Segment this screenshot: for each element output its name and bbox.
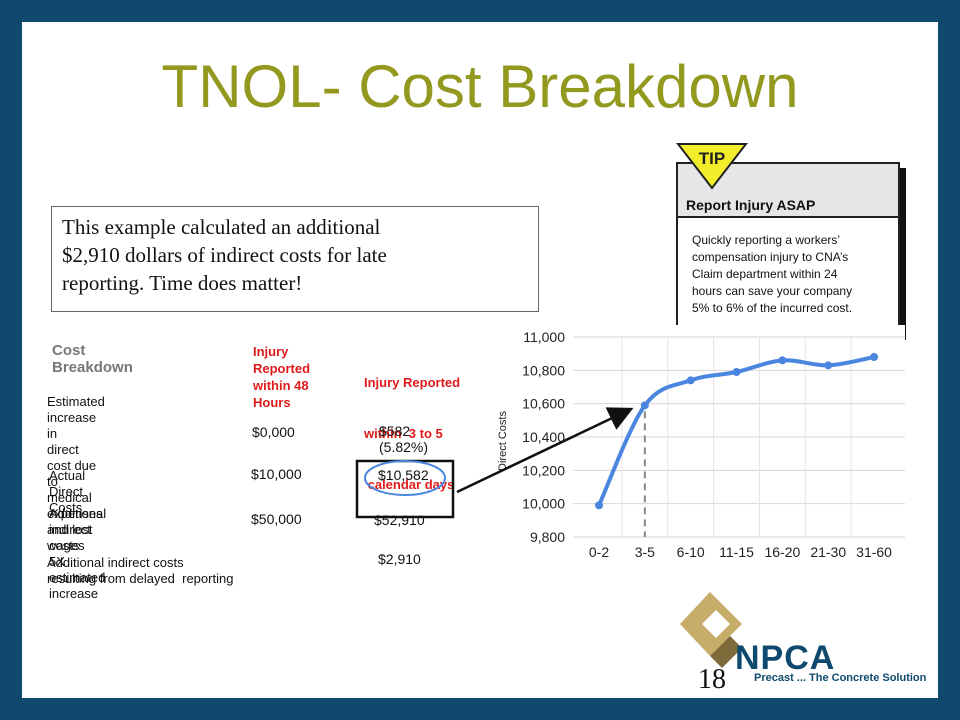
row-label: Additional indirect costs 5X estimated i… [49,506,106,602]
row-value-col2: $2,910 [378,551,421,567]
data-point [732,368,741,376]
header-line: Hours [253,395,291,410]
y-tick-label: 10,800 [522,362,565,378]
tip-body-line: 5% to 6% of the incurred cost. [692,301,853,315]
data-point [595,501,603,510]
row-value-col2: $52,910 [374,512,425,528]
callout-line: $2,910 dollars of indirect costs for lat… [62,243,387,267]
direct-costs-line-chart: 9,800 10,000 10,200 10,400 10,600 10,800 11,00… [489,325,905,570]
tip-badge-label: TIP [699,149,725,168]
row-label-line: Additional indirect costs [49,506,107,553]
npca-logo-icon [680,592,742,668]
row-label: Actual Direct Costs [49,468,85,516]
y-tick-label: 11,000 [523,329,565,345]
row-label-line: 5X estimated increase [49,554,106,601]
x-tick-labels: 0-2 3-5 6-10 11-15 16-20 21-30 31-60 [589,544,892,560]
callout-box: This example calculated an additional $2… [51,206,539,312]
x-tick-label: 21-30 [810,544,846,560]
tip-heading: Report Injury ASAP [686,197,816,213]
y-tick-label: 10,400 [522,429,565,445]
logo-tagline: Precast ... The Concrete Solution [754,672,927,684]
page-number: 18 [698,664,726,695]
y-tick-label: 10,600 [522,396,565,412]
tip-header: Report Injury ASAP [678,164,898,218]
row-label-line: direct cost due to medical [47,442,97,505]
logo-wordmark: NPCA [735,639,836,677]
data-point [870,353,879,361]
logo-diamond-inner [702,610,730,638]
row-label-line: expenses and lost wages [47,506,103,553]
row-label-line: Actual Direct Costs [49,468,86,515]
data-point [686,376,695,385]
header-line: Injury Reported [364,375,461,390]
header-line: Reported [253,361,311,376]
tip-box: Report Injury ASAP Quickly reporting a w… [676,162,900,334]
header-line: within 48 [253,378,309,393]
row-value-col2: $582 (5.82%) [379,423,429,455]
y-tick-label: 10,200 [522,462,565,478]
tip-body-line: Quickly reporting a workers’ [692,233,841,247]
tip-badge-icon: TIP [676,143,748,190]
x-tick-label: 0-2 [589,544,609,560]
tip-body-line: hours can save your company [692,284,853,298]
tip-body-line: compensation injury to CNA’s [692,250,849,264]
row-value-col1: $0,000 [252,424,295,440]
tip-body: Quickly reporting a workers’ compensatio… [692,232,888,317]
row-value-col1: $10,000 [251,466,302,482]
row-label-line: Estimated increase in [47,394,105,441]
data-point [640,401,649,410]
x-tick-label: 31-60 [856,544,892,560]
tip-body-line: Claim department within 24 [692,267,838,281]
row-label-line: resulting from delayed reporting [47,571,234,586]
y-tick-label: 9,800 [530,529,565,545]
breakdown-heading: Cost Breakdown [52,342,133,376]
data-point [824,361,833,370]
row-value-col1: $50,000 [251,511,302,527]
data-point [778,356,787,365]
x-tick-label: 11-15 [719,544,754,560]
x-tick-label: 6-10 [677,544,705,560]
callout-line: reporting. Time does matter! [62,271,303,295]
y-axis-label: Direct Costs [497,411,509,471]
x-tick-label: 16-20 [764,544,800,560]
col1-header: Injury Reported within 48 Hours [253,343,310,411]
header-line: Injury [253,344,289,359]
x-tick-label: 3-5 [635,544,655,560]
header-line: within 3 to 5 [364,426,443,441]
row-value-col2: $10,582 [378,467,429,483]
slide-title: TNOL- Cost Breakdown [161,53,799,120]
series-points [595,353,879,510]
callout-line: This example calculated an additional [62,215,381,239]
row-label-line: Additional indirect costs [47,555,184,570]
row-label: Estimated increase in direct cost due to… [47,394,105,554]
row-label: Additional indirect costs resulting from… [47,555,233,587]
y-tick-label: 10,000 [522,496,565,512]
logo-diamond-shadow [710,636,742,668]
